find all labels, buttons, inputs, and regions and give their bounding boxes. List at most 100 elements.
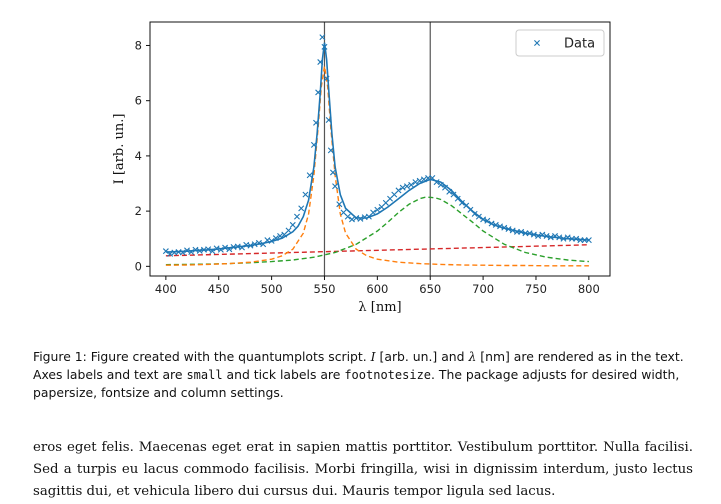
- x-tick-label: 400: [155, 282, 177, 296]
- data-point: [505, 226, 512, 233]
- data-point: [188, 248, 195, 255]
- plot-area: [149, 21, 611, 277]
- data-point: [217, 246, 224, 253]
- caption-code-small: small: [186, 368, 223, 382]
- data-point: [306, 172, 313, 179]
- data-point: [247, 242, 254, 249]
- data-point: [222, 244, 229, 251]
- data-point: [317, 59, 324, 66]
- data-point: [239, 244, 245, 251]
- data-point: [310, 141, 317, 148]
- data-point: [585, 237, 592, 244]
- data-point: [535, 232, 542, 239]
- caption-text-3: [nm] are rendered as in the text. Axes l…: [33, 349, 684, 382]
- data-point: [526, 230, 533, 237]
- data-point: [213, 245, 220, 252]
- data-point: [179, 249, 186, 256]
- legend-label: Data: [564, 37, 595, 52]
- peak-550-dashed-line: [165, 66, 589, 267]
- y-tick-label: 0: [135, 259, 142, 273]
- data-point: [319, 34, 326, 41]
- x-tick-label: 600: [366, 282, 388, 296]
- caption-var-lambda: λ: [468, 349, 477, 364]
- legend-box: [515, 29, 605, 57]
- data-point: [302, 191, 309, 198]
- legend: Data: [515, 29, 605, 57]
- data-point: [192, 246, 199, 253]
- data-point: [437, 181, 444, 188]
- data-point: [251, 241, 258, 248]
- data-point: [272, 235, 279, 242]
- data-point: [336, 201, 343, 208]
- caption-text-5: . The package adjusts for desired width,…: [33, 367, 680, 400]
- data-point: [475, 213, 482, 220]
- y-tick-label: 4: [135, 149, 142, 163]
- caption-text-2: [arb. un.] and: [375, 349, 469, 364]
- data-point: [530, 231, 537, 238]
- fit-solid-line: [165, 42, 589, 253]
- data-point: [492, 221, 499, 228]
- data-point: [162, 248, 169, 255]
- data-point: [298, 205, 305, 212]
- data-point: [403, 183, 410, 190]
- data-point: [488, 220, 495, 227]
- data-point: [226, 246, 233, 253]
- data-point: [184, 247, 190, 254]
- y-tick-label: 8: [135, 38, 142, 52]
- data-point: [518, 228, 525, 235]
- data-point: [315, 89, 322, 96]
- x-tick-label: 750: [525, 282, 547, 296]
- y-tick-label: 2: [135, 204, 142, 218]
- x-tick-label: 550: [314, 282, 336, 296]
- spectrum-chart: 400 450 500 550 600 650 700 750 800 0 2 4 6 8 λ [nm]…: [112, 21, 611, 315]
- data-point: [255, 239, 262, 246]
- data-point: [205, 246, 212, 253]
- caption-code-footnotesize: footnotesize: [344, 368, 432, 382]
- data-point: [321, 43, 328, 50]
- data-point: [509, 227, 516, 234]
- data-point: [357, 215, 364, 222]
- data-point: [458, 199, 465, 206]
- data-point: [209, 248, 216, 255]
- data-point: [446, 188, 453, 195]
- data-point: [329, 169, 336, 176]
- y-axis-ticks: 0 2 4 6 8: [135, 38, 150, 273]
- data-point: [480, 216, 487, 223]
- data-point: [348, 216, 355, 223]
- data-point: [497, 223, 504, 230]
- data-point: [560, 235, 567, 242]
- data-point: [412, 179, 419, 186]
- data-point: [268, 237, 275, 244]
- x-tick-label: 800: [578, 282, 600, 296]
- background-dashed-line: [165, 244, 589, 257]
- body-paragraph: eros eget felis. Maecenas eget erat in s…: [33, 440, 693, 499]
- figure-caption: Figure 1: Figure created with the quantu…: [33, 348, 693, 402]
- data-point: [323, 75, 330, 82]
- data-point: [294, 213, 300, 220]
- data-point: [289, 221, 296, 228]
- data-point: [420, 176, 427, 183]
- y-tick-label: 6: [135, 94, 142, 108]
- data-point: [234, 243, 241, 250]
- data-point: [539, 231, 546, 238]
- x-tick-label: 700: [472, 282, 494, 296]
- caption-text-4: and tick labels are: [222, 367, 345, 382]
- data-point: [285, 227, 292, 234]
- data-point: [374, 206, 381, 213]
- caption-var-i: I: [370, 349, 376, 364]
- data-point: [395, 187, 402, 194]
- figure: 400 450 500 550 600 650 700 750 800 0 2 4 6 8 λ [nm]…: [112, 21, 611, 315]
- data-point: [313, 119, 320, 126]
- data-point: [408, 181, 415, 188]
- data-point: [547, 234, 554, 241]
- data-point: [471, 210, 478, 217]
- data-point: [399, 184, 406, 191]
- data-point: [573, 235, 580, 242]
- x-tick-label: 500: [261, 282, 283, 296]
- caption-prefix: Figure 1:: [33, 349, 87, 364]
- x-tick-label: 650: [419, 282, 441, 296]
- data-point: [344, 213, 351, 220]
- data-point: [543, 232, 550, 239]
- data-point: [196, 247, 203, 254]
- data-point: [433, 179, 440, 186]
